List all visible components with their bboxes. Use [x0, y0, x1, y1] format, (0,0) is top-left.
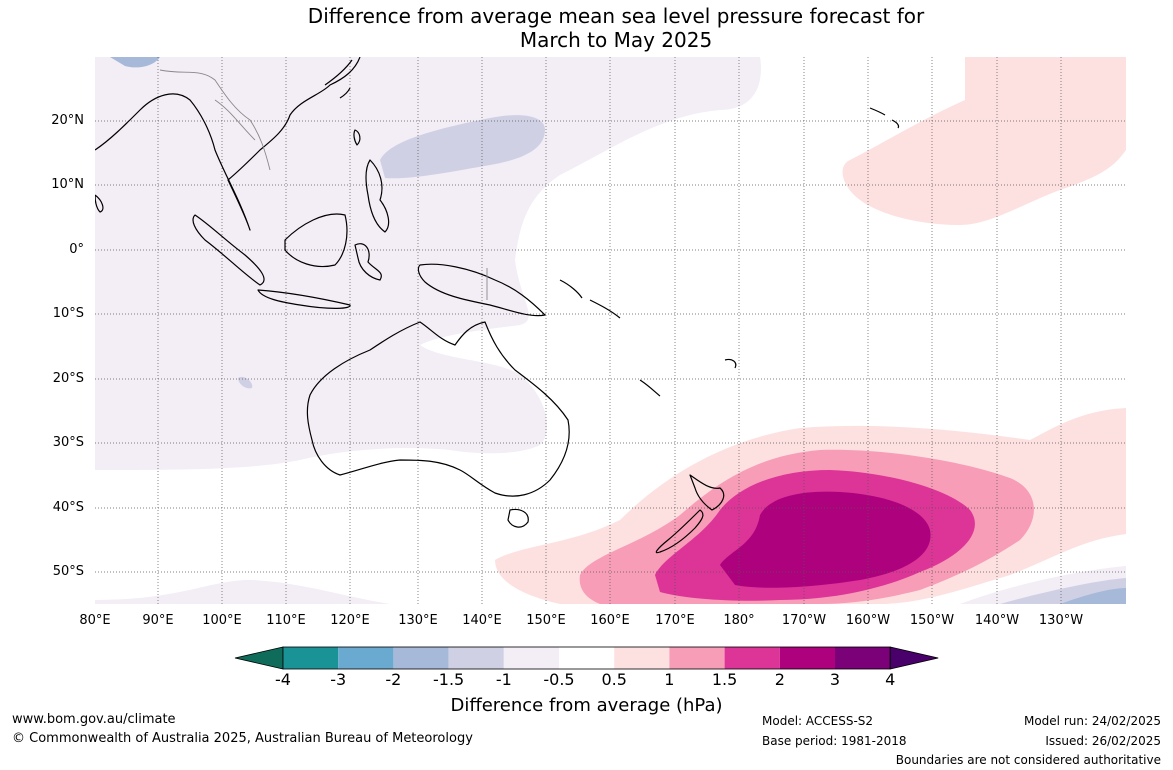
negative-anomaly-strip-south: [95, 580, 390, 604]
issued-date: Issued: 26/02/2025: [1045, 734, 1161, 748]
colorbar-tick-label: 1: [664, 670, 675, 689]
colorbar-tick-label: -1: [495, 670, 512, 689]
map-area: [95, 57, 1126, 604]
taiwan-coastline: [353, 129, 361, 146]
chart-title: Difference from average mean sea level p…: [0, 4, 1173, 52]
negative-anomaly-core-philippine-sea: [380, 115, 545, 179]
lon-label: 100°E: [202, 613, 242, 628]
colorbar-tick-label: 2: [774, 670, 785, 689]
lon-label: 170°W: [781, 613, 827, 628]
lon-label: 160°E: [590, 613, 630, 628]
fiji-coastline: [724, 358, 737, 369]
lat-label: 50°S: [52, 564, 84, 579]
colorbar-tick-label: 1.5: [711, 670, 738, 689]
colorbar-tick-label: -1.5: [432, 670, 465, 689]
tasmania-coastline: [507, 508, 529, 528]
asia-coastline: [95, 57, 361, 231]
lon-label: 130°W: [1038, 613, 1084, 628]
borneo-coastline: [284, 213, 348, 268]
colorbar-tick-label: 0.5: [601, 670, 627, 689]
negative-anomaly-patch-indian-ocean: [238, 376, 253, 389]
colorbar-tick-label: 4: [885, 670, 896, 689]
solomon-islands-coastline: [559, 279, 621, 319]
hawaii-coastline: [869, 107, 900, 129]
japan-coastline: [324, 59, 353, 99]
sulawesi-coastline: [354, 243, 382, 281]
java-coastline: [257, 289, 351, 309]
lat-label: 40°S: [52, 500, 84, 515]
colorbar-tick-label: -4: [275, 670, 291, 689]
lat-label: 30°S: [52, 435, 84, 450]
lon-label: 180°: [723, 613, 755, 628]
positive-anomaly-south-2: [720, 491, 931, 588]
new-zealand-south-island: [655, 509, 704, 554]
coastlines: [95, 57, 900, 554]
lat-label: 10°N: [51, 177, 84, 192]
sri-lanka-coastline: [95, 194, 104, 213]
positive-anomaly-northeast: [842, 57, 1126, 225]
lon-label: 170°E: [655, 613, 695, 628]
lon-label: 90°E: [142, 613, 174, 628]
title-line-1: Difference from average mean sea level p…: [307, 4, 925, 28]
lat-label: 10°S: [52, 306, 84, 321]
colorbar-tick-label: -2: [385, 670, 402, 689]
website-link[interactable]: www.bom.gov.au/climate: [12, 712, 176, 727]
colorbar-tick-label: -0.5: [543, 670, 575, 689]
graticule: [95, 57, 1126, 604]
new-caledonia-coastline: [639, 379, 661, 397]
new-guinea-coastline: [417, 263, 546, 317]
negative-anomaly-southeast-deep: [1060, 588, 1126, 604]
lat-label: 0°: [69, 242, 84, 257]
lon-label: 80°E: [79, 613, 111, 628]
lat-label: 20°N: [51, 113, 84, 128]
negative-anomaly-patch-north: [110, 57, 160, 68]
colorbar-tick-label: 3: [829, 670, 841, 689]
copyright-notice: © Commonwealth of Australia 2025, Austra…: [12, 731, 473, 746]
negative-anomaly-region-west: [95, 57, 761, 470]
model-run-date: Model run: 24/02/2025: [1023, 714, 1161, 728]
lon-label: 110°E: [266, 613, 306, 628]
sumatra-coastline: [192, 214, 265, 286]
base-period: Base period: 1981-2018: [762, 734, 907, 748]
model-name: Model: ACCESS-S2: [762, 714, 874, 728]
lon-label: 160°W: [845, 613, 891, 628]
australia-coastline: [306, 321, 570, 497]
lon-label: 140°W: [974, 613, 1020, 628]
lon-label: 120°E: [330, 613, 370, 628]
country-borders: [159, 69, 488, 300]
boundaries-disclaimer: Boundaries are not considered authoritat…: [895, 753, 1161, 767]
lon-label: 140°E: [462, 613, 502, 628]
lat-label: 20°S: [52, 371, 84, 386]
colorbar-title: Difference from average (hPa): [450, 695, 723, 716]
philippines-coastline: [365, 159, 390, 233]
new-zealand-north-island: [689, 474, 725, 511]
lon-label: 130°E: [398, 613, 438, 628]
colorbar-tick-label: -3: [330, 670, 347, 689]
lon-label: 150°W: [909, 613, 955, 628]
title-line-2: March to May 2025: [519, 28, 713, 52]
lon-label: 150°E: [526, 613, 566, 628]
